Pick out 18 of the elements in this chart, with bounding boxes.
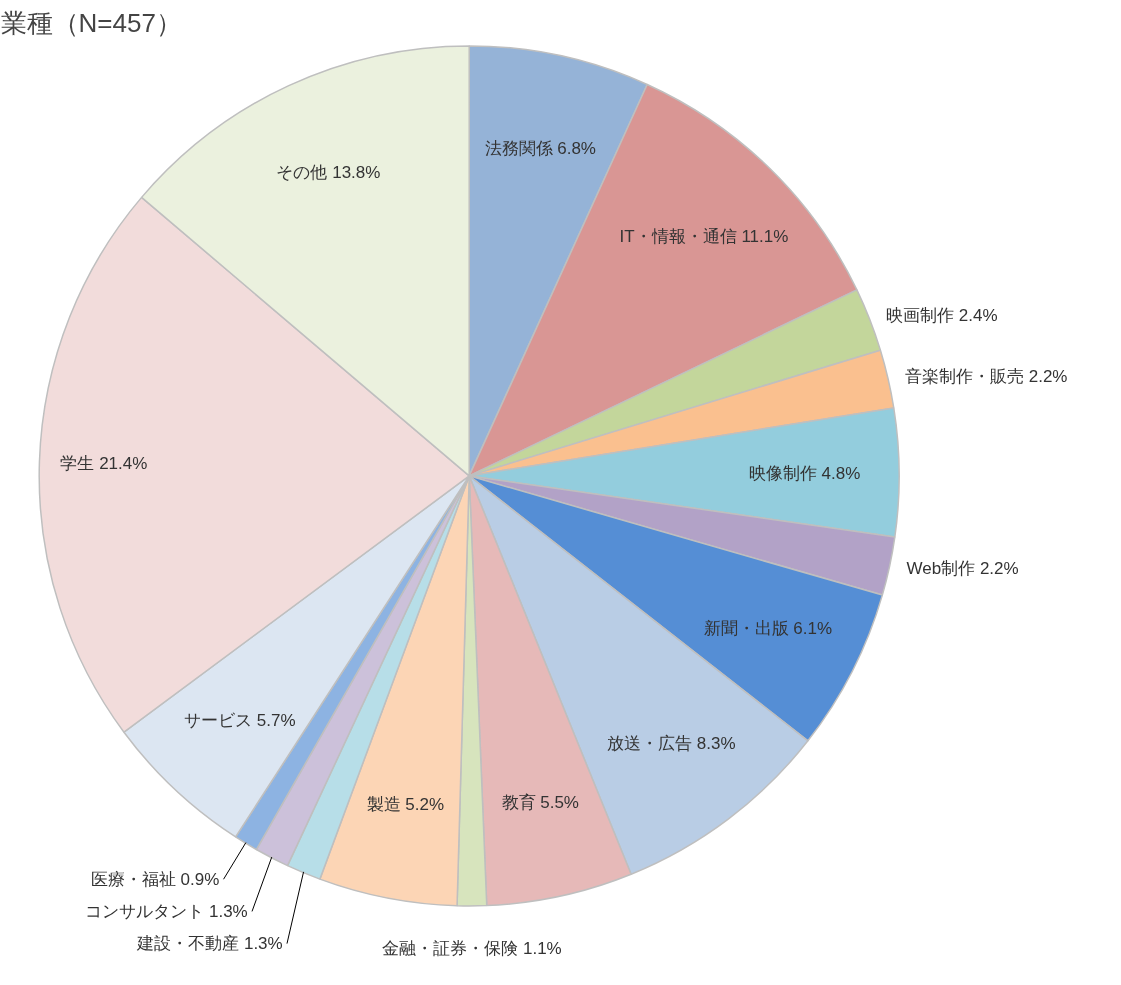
slice-label: その他 13.8% (276, 162, 381, 182)
slice-label: 新聞・出版 6.1% (703, 618, 833, 638)
slice-label: 金融・証券・保険 1.1% (382, 939, 562, 959)
slice-label: 製造 5.2% (366, 794, 445, 814)
slice-label: 教育 5.5% (501, 793, 579, 813)
slice-label: 放送・広告 8.3% (607, 733, 736, 753)
chart-title: 業種（N=457） (0, 7, 182, 38)
slice-label: 音楽制作・販売 2.2% (904, 366, 1068, 386)
slice-label: IT・情報・通信 11.1% (619, 227, 789, 247)
slice-label: コンサルタント 1.3% (85, 901, 248, 921)
slice-label: 映画制作 2.4% (886, 305, 998, 325)
slice-label: Web制作 2.2% (906, 559, 1019, 579)
slice-label: 医療・福祉 0.9% (90, 869, 220, 889)
slice-label: 映像制作 4.8% (748, 463, 861, 483)
slice-label: サービス 5.7% (184, 710, 296, 730)
slice-label: 学生 21.4% (60, 454, 148, 474)
slice-label: 法務関係 6.8% (484, 139, 596, 159)
slice-label: 建設・不動産 1.3% (136, 934, 283, 954)
